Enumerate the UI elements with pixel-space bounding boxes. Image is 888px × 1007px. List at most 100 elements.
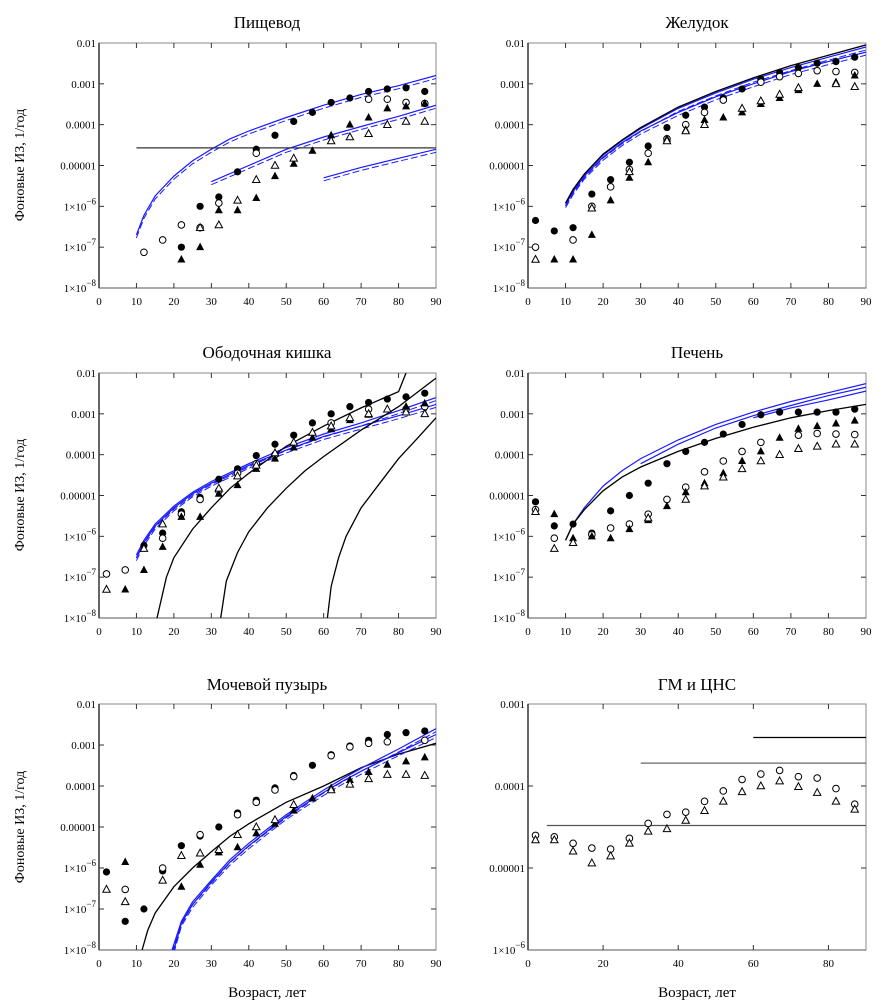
point-filled-triangle — [233, 842, 242, 851]
point-open-triangle — [681, 494, 691, 503]
point-open-triangle — [251, 174, 261, 183]
x-tick-label: 50 — [710, 296, 722, 308]
y-tick-label: 1×10−8 — [64, 940, 97, 957]
point-open-circle — [383, 95, 392, 104]
point-filled-triangle — [308, 793, 317, 802]
point-filled-triangle — [233, 205, 242, 214]
data-points — [530, 766, 860, 867]
point-filled-circle — [402, 393, 410, 401]
point-open-circle — [738, 447, 746, 456]
x-tick-label: 0 — [96, 626, 102, 638]
point-open-circle — [794, 772, 803, 781]
y-tick-label: 1×10−7 — [64, 567, 97, 584]
point-open-triangle — [793, 82, 803, 92]
point-filled-triangle — [177, 254, 186, 263]
point-filled-circle — [588, 190, 596, 198]
series-line-model-3 — [565, 44, 866, 204]
point-open-circle — [550, 534, 559, 543]
y-tick-label: 0.00001 — [60, 161, 96, 173]
y-tick-label: 0.01 — [506, 38, 525, 50]
point-open-triangle — [158, 875, 168, 884]
x-tick-label: 50 — [710, 626, 722, 638]
point-open-circle — [832, 67, 840, 76]
point-filled-circle — [832, 408, 840, 416]
y-tick-label: 0.01 — [77, 368, 96, 380]
y-tick-label: 0.0001 — [66, 450, 96, 462]
x-tick-label: 20 — [598, 626, 610, 638]
x-tick-label: 30 — [206, 296, 218, 308]
point-filled-circle — [794, 63, 803, 72]
series-line-model-3-dashed — [323, 151, 436, 182]
point-open-circle — [794, 69, 803, 78]
point-filled-triangle — [121, 584, 130, 593]
point-open-circle — [364, 95, 373, 104]
y-tick-label: 0.001 — [71, 740, 96, 752]
y-tick-label: 0.0001 — [66, 120, 96, 132]
x-tick-label: 50 — [281, 296, 293, 308]
x-axis-label: Возраст, лет — [228, 985, 306, 1001]
point-filled-circle — [851, 405, 859, 413]
y-tick-label: 0.00001 — [489, 863, 525, 875]
point-open-triangle — [364, 128, 374, 138]
point-filled-circle — [644, 142, 652, 150]
point-filled-triangle — [420, 398, 429, 407]
x-tick-label: 60 — [748, 296, 760, 308]
point-filled-circle — [663, 123, 671, 132]
series-line-model-black-3 — [326, 417, 436, 618]
point-open-triangle — [326, 135, 336, 145]
point-filled-triangle — [662, 501, 671, 510]
plot-frame — [98, 42, 437, 289]
x-tick-label: 80 — [823, 626, 835, 638]
x-tick-label: 60 — [748, 626, 760, 638]
series-line-model-black — [565, 403, 866, 541]
point-filled-triangle — [550, 509, 559, 518]
plot-frame — [527, 703, 867, 951]
point-filled-triangle — [719, 112, 728, 121]
point-filled-triangle — [738, 456, 747, 464]
point-open-triangle — [364, 408, 374, 418]
x-tick-label: 50 — [281, 626, 293, 638]
point-open-triangle — [214, 219, 224, 229]
point-open-triangle — [681, 815, 691, 824]
y-tick-label: 0.001 — [500, 699, 525, 711]
data-points — [101, 727, 430, 925]
x-tick-label: 40 — [243, 296, 255, 308]
point-filled-circle — [550, 227, 558, 235]
point-open-triangle — [549, 543, 559, 552]
point-filled-triangle — [177, 882, 186, 890]
point-open-circle — [196, 495, 204, 504]
point-open-triangle — [737, 786, 747, 796]
point-filled-circle — [308, 761, 317, 769]
point-open-triangle — [812, 441, 822, 450]
x-tick-label: 40 — [243, 958, 255, 970]
point-open-triangle — [718, 796, 728, 805]
point-filled-circle — [607, 507, 615, 515]
point-filled-triangle — [364, 767, 373, 775]
point-open-circle — [158, 236, 167, 244]
x-tick-label: 70 — [356, 626, 368, 638]
point-filled-circle — [252, 451, 260, 460]
x-tick-label: 30 — [206, 626, 218, 638]
point-filled-triangle — [644, 157, 653, 166]
point-filled-circle — [402, 84, 410, 92]
point-filled-circle — [308, 419, 317, 427]
x-tick-label: 90 — [431, 296, 443, 308]
point-open-triangle — [251, 460, 261, 469]
data-points — [530, 53, 860, 263]
y-tick-label: 1×10−7 — [493, 567, 526, 584]
point-filled-circle — [383, 395, 391, 403]
y-tick-label: 0.001 — [500, 79, 525, 91]
point-filled-triangle — [625, 524, 634, 533]
point-open-triangle — [606, 850, 616, 860]
point-open-circle — [158, 864, 167, 872]
point-open-triangle — [530, 834, 541, 844]
model-lines — [135, 373, 436, 618]
panel-colon: Ободочная кишка 0 10 20 30 40 50 60 70 80 90 0.01 0… — [60, 343, 442, 638]
point-open-triangle — [850, 439, 860, 448]
point-open-triangle — [382, 119, 392, 128]
point-filled-triangle — [308, 433, 317, 441]
x-tick-label: 40 — [673, 296, 685, 308]
point-open-circle — [719, 96, 728, 104]
point-open-triangle — [831, 439, 841, 448]
point-filled-circle — [402, 729, 410, 737]
